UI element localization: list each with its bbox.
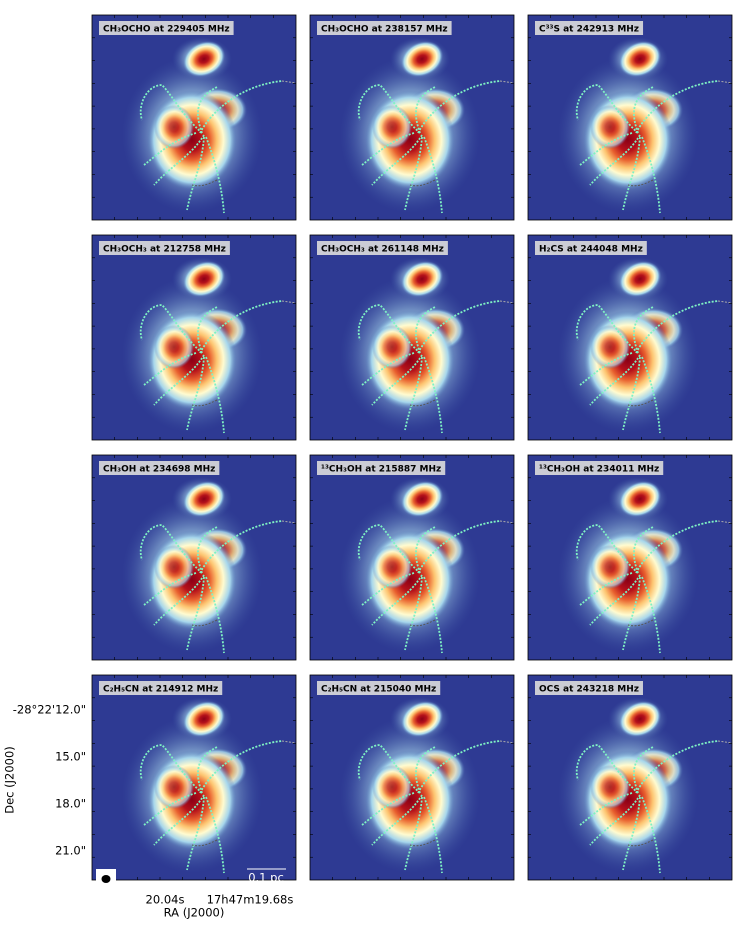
panel-frame bbox=[309, 14, 515, 221]
dec-tick-label: -28°22'12.0" bbox=[13, 703, 86, 717]
label-box bbox=[535, 681, 643, 695]
panel-label: H₂CS at 244048 MHz bbox=[539, 245, 643, 255]
label-box bbox=[99, 681, 223, 695]
panel-frame bbox=[91, 234, 297, 441]
panel-label: C³³S at 242913 MHz bbox=[539, 25, 639, 35]
panel-frame bbox=[91, 454, 297, 661]
label-box bbox=[99, 461, 220, 475]
label-box bbox=[317, 461, 446, 475]
panel-label: ¹³CH₃OH at 215887 MHz bbox=[321, 465, 441, 475]
panel: CH₃OCH₃ at 212758 MHz bbox=[91, 234, 297, 441]
label-box bbox=[317, 21, 452, 35]
panel-image bbox=[92, 235, 296, 440]
dec-axis-label: Dec (J2000) bbox=[3, 746, 17, 814]
panel-label: CH₃OCH₃ at 261148 MHz bbox=[321, 245, 444, 255]
panel-image bbox=[92, 15, 296, 220]
panel-image bbox=[92, 455, 296, 660]
dec-tick-label: 18.0" bbox=[55, 797, 86, 811]
panel-image bbox=[528, 235, 732, 440]
dec-tick-label: 21.0" bbox=[55, 844, 86, 858]
ra-tick-label: 17h47m19.68s bbox=[207, 893, 294, 907]
panel-frame bbox=[527, 674, 733, 881]
ra-tick-label: 20.04s bbox=[146, 893, 185, 907]
label-box bbox=[317, 241, 448, 255]
label-box bbox=[317, 681, 441, 695]
panel: ¹³CH₃OH at 234011 MHz bbox=[527, 454, 733, 661]
panel-label: C₂H₅CN at 214912 MHz bbox=[103, 685, 218, 695]
panel-label: C₂H₅CN at 215040 MHz bbox=[321, 685, 436, 695]
label-box bbox=[535, 241, 647, 255]
panel-image bbox=[310, 15, 514, 220]
panel-frame bbox=[91, 674, 297, 881]
ra-axis-label: RA (J2000) bbox=[164, 906, 225, 920]
panel-image bbox=[310, 455, 514, 660]
panel: C₂H₅CN at 215040 MHz bbox=[309, 674, 515, 881]
panel: CH₃OH at 234698 MHz bbox=[91, 454, 297, 661]
panel-image bbox=[310, 235, 514, 440]
panel-label: CH₃OCH₃ at 212758 MHz bbox=[103, 245, 226, 255]
panel-frame bbox=[91, 14, 297, 221]
label-box bbox=[99, 241, 230, 255]
panel-image bbox=[528, 455, 732, 660]
panel-image bbox=[528, 675, 732, 880]
panel-frame bbox=[309, 234, 515, 441]
label-box bbox=[99, 21, 234, 35]
panel-frame bbox=[309, 454, 515, 661]
panel-frame bbox=[527, 454, 733, 661]
panel: CH₃OCHO at 229405 MHz bbox=[91, 14, 297, 221]
panel: OCS at 243218 MHz bbox=[527, 674, 733, 881]
panel: ¹³CH₃OH at 215887 MHz bbox=[309, 454, 515, 661]
panel: H₂CS at 244048 MHz bbox=[527, 234, 733, 441]
scale-bar-label: 0.1 pc bbox=[248, 871, 284, 885]
panel-label: CH₃OH at 234698 MHz bbox=[103, 465, 215, 475]
panel-label: CH₃OCHO at 229405 MHz bbox=[103, 25, 230, 35]
panel-label: ¹³CH₃OH at 234011 MHz bbox=[539, 465, 659, 475]
label-box bbox=[535, 21, 644, 35]
panel: C₂H₅CN at 214912 MHz bbox=[91, 674, 297, 881]
panel: CH₃OCHO at 238157 MHz bbox=[309, 14, 515, 221]
panel-image bbox=[310, 675, 514, 880]
panel-frame bbox=[527, 234, 733, 441]
label-box bbox=[535, 461, 664, 475]
panel: CH₃OCH₃ at 261148 MHz bbox=[309, 234, 515, 441]
beam bbox=[101, 875, 111, 883]
panel: C³³S at 242913 MHz bbox=[527, 14, 733, 221]
panel-label: CH₃OCHO at 238157 MHz bbox=[321, 25, 448, 35]
panel-frame bbox=[527, 14, 733, 221]
panel-label: OCS at 243218 MHz bbox=[539, 685, 639, 695]
panel-image bbox=[92, 675, 296, 880]
panel-frame bbox=[309, 674, 515, 881]
panel-image bbox=[528, 15, 732, 220]
dec-tick-label: 15.0" bbox=[55, 750, 86, 764]
